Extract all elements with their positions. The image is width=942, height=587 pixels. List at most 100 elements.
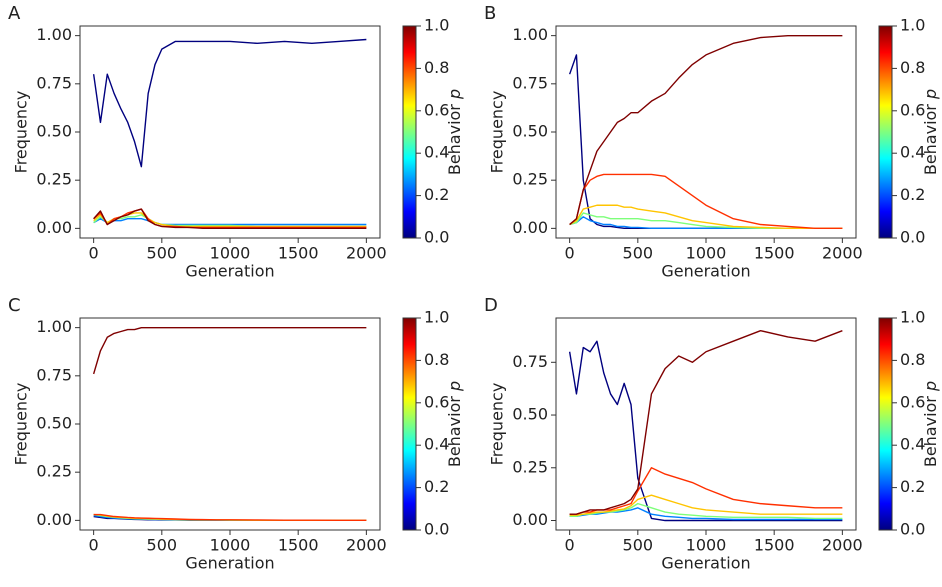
x-tick-label: 0 [89, 244, 99, 263]
colorbar [402, 317, 417, 531]
x-tick-label: 1500 [278, 536, 319, 555]
plot-area [92, 326, 367, 522]
colorbar-label-text: Behavior [921, 104, 940, 175]
y-axis-label: Frequency [12, 91, 31, 174]
colorbar-label: Behavior p [921, 381, 940, 467]
colorbar-label-text: Behavior [445, 396, 464, 467]
series-line [569, 212, 843, 230]
panel-letter: D [484, 295, 498, 316]
colorbar-tick-label: 0.6 [424, 100, 449, 119]
x-axis-label: Generation [185, 262, 274, 281]
series-line [93, 218, 367, 226]
colorbar-tick-label: 1.0 [424, 308, 449, 327]
y-tick-label: 0.00 [512, 218, 548, 237]
colorbar [878, 25, 893, 239]
colorbar-label: Behavior p [921, 89, 940, 175]
x-tick-label: 1000 [210, 536, 251, 555]
series-line [569, 329, 843, 515]
x-tick-label: 1500 [754, 244, 795, 263]
colorbar [402, 25, 417, 239]
panel: C 0 500 1000 1500 2000 0.00 0.25 0.50 0.75 1.00 Gen… [8, 295, 464, 573]
colorbar-label-text: Behavior [445, 104, 464, 175]
series-line [93, 208, 367, 230]
x-tick-label: 500 [147, 536, 178, 555]
x-tick-label: 2000 [822, 536, 863, 555]
colorbar-tick-label: 0.4 [424, 143, 449, 162]
colorbar-tick-label: 0.2 [900, 477, 925, 496]
plot-frame [79, 317, 381, 531]
colorbar-label-symbol: p [445, 89, 464, 100]
colorbar-tick-label: 0.4 [900, 435, 925, 454]
x-tick-label: 0 [89, 536, 99, 555]
colorbar-label: Behavior p [445, 381, 464, 467]
colorbar-tick-label: 0.2 [900, 185, 925, 204]
x-axis-label: Generation [661, 262, 750, 281]
panel-letter: B [484, 3, 496, 24]
colorbar-tick-label: 0.6 [900, 392, 925, 411]
x-tick-label: 1500 [278, 244, 319, 263]
series-line [569, 494, 843, 516]
plot-frame [555, 25, 857, 239]
x-tick-label: 500 [623, 244, 654, 263]
y-tick-label: 0.50 [36, 122, 72, 141]
y-tick-label: 0.00 [36, 510, 72, 529]
y-tick-label: 0.00 [36, 218, 72, 237]
y-axis-label: Frequency [488, 91, 507, 174]
y-tick-label: 0.50 [512, 405, 548, 424]
colorbar [878, 317, 893, 531]
y-tick-label: 0.50 [36, 414, 72, 433]
y-tick-label: 0.75 [36, 73, 72, 92]
colorbar-tick-label: 0.2 [424, 185, 449, 204]
series-line [569, 34, 843, 226]
colorbar-label: Behavior p [445, 89, 464, 175]
x-tick-label: 0 [565, 244, 575, 263]
x-tick-label: 500 [623, 536, 654, 555]
plot-area [568, 329, 843, 522]
colorbar-tick-label: 0.2 [424, 477, 449, 496]
colorbar-tick-label: 0.8 [424, 58, 449, 77]
y-axis-label: Frequency [488, 383, 507, 466]
series-line [569, 204, 843, 230]
series-line [569, 173, 843, 230]
panel: A 0 500 1000 1500 2000 0.00 0.25 0.50 0.75 1.00 Gen… [8, 3, 464, 281]
x-tick-label: 0 [565, 536, 575, 555]
y-tick-label: 0.25 [36, 170, 72, 189]
y-tick-label: 0.00 [512, 510, 548, 529]
x-tick-label: 2000 [346, 244, 387, 263]
x-tick-label: 1000 [686, 536, 727, 555]
colorbar-label-symbol: p [921, 381, 940, 392]
panel-letter: C [8, 295, 21, 316]
colorbar-tick-label: 0.0 [424, 228, 449, 247]
colorbar-tick-label: 0.8 [900, 350, 925, 369]
x-axis-label: Generation [661, 554, 750, 573]
plot-area [92, 38, 367, 230]
colorbar-tick-label: 0.6 [424, 392, 449, 411]
colorbar-tick-label: 0.0 [900, 228, 925, 247]
colorbar-tick-label: 0.8 [900, 58, 925, 77]
colorbar-label-text: Behavior [921, 396, 940, 467]
colorbar-tick-label: 0.4 [424, 435, 449, 454]
colorbar-tick-label: 0.0 [900, 520, 925, 539]
series-line [568, 340, 843, 522]
colorbar-label-symbol: p [445, 381, 464, 392]
colorbar-tick-label: 1.0 [424, 16, 449, 35]
y-tick-label: 0.25 [512, 457, 548, 476]
y-tick-label: 0.75 [512, 352, 548, 371]
plot-frame [555, 317, 857, 531]
plot-frame [79, 25, 381, 239]
y-tick-label: 0.25 [512, 170, 548, 189]
colorbar-tick-label: 1.0 [900, 16, 925, 35]
x-axis-label: Generation [185, 554, 274, 573]
panel: D 0 500 1000 1500 2000 0.00 0.25 0.50 0.75 Generat… [484, 295, 940, 573]
x-tick-label: 1500 [754, 536, 795, 555]
panel-letter: A [8, 3, 21, 24]
series-line [92, 326, 367, 375]
x-tick-label: 1000 [686, 244, 727, 263]
x-tick-label: 500 [147, 244, 178, 263]
series-line [93, 513, 367, 522]
colorbar-tick-label: 0.0 [424, 520, 449, 539]
y-tick-label: 1.00 [512, 25, 548, 44]
colorbar-tick-label: 0.6 [900, 100, 925, 119]
series-line [568, 54, 843, 230]
x-tick-label: 1000 [210, 244, 251, 263]
